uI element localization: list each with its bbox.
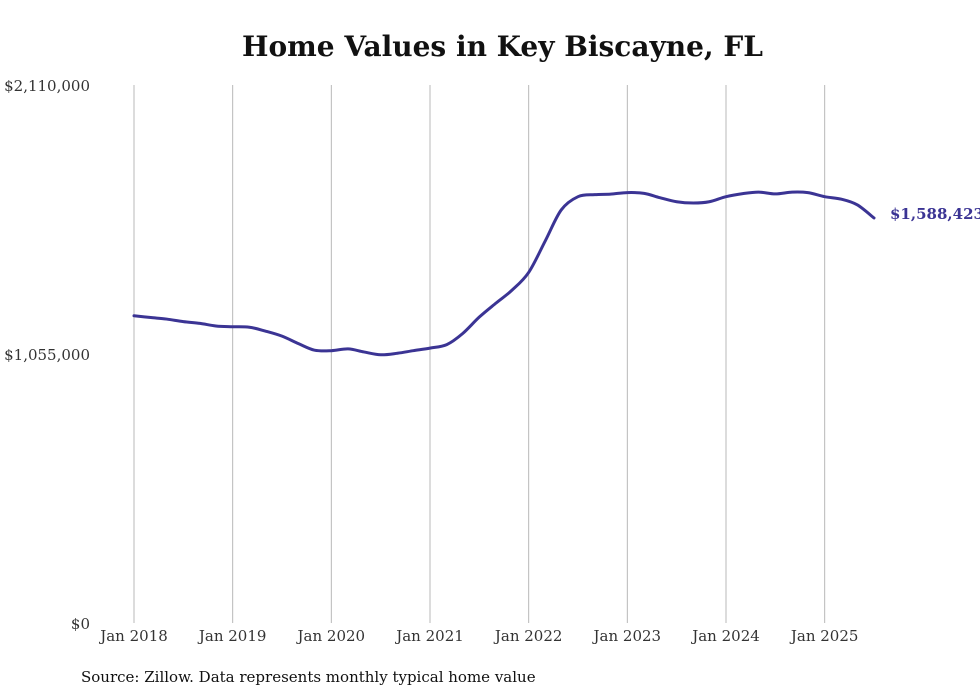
gridlines xyxy=(133,85,826,623)
series-layer: $1,588,423 xyxy=(132,190,980,357)
y-tick-label: $1,055,000 xyxy=(4,346,90,364)
series-line xyxy=(132,190,876,357)
series-end-label: $1,588,423 xyxy=(890,205,980,223)
x-tick-label: Jan 2020 xyxy=(296,627,366,645)
x-tick-label: Jan 2021 xyxy=(394,627,464,645)
chart-title: Home Values in Key Biscayne, FL xyxy=(242,30,763,63)
x-tick-label: Jan 2024 xyxy=(690,627,760,645)
y-axis-ticks: $0 $1,055,000 $2,110,000 xyxy=(4,77,90,633)
x-tick-label: Jan 2019 xyxy=(197,627,267,645)
source-note: Source: Zillow. Data represents monthly … xyxy=(81,668,536,686)
x-tick-label: Jan 2018 xyxy=(98,627,168,645)
y-tick-label: $0 xyxy=(71,615,90,633)
x-tick-label: Jan 2025 xyxy=(789,627,859,645)
x-axis-ticks: Jan 2018 Jan 2019 Jan 2020 Jan 2021 Jan 2022… xyxy=(98,627,858,645)
x-tick-label: Jan 2022 xyxy=(493,627,563,645)
y-tick-label: $2,110,000 xyxy=(4,77,90,95)
x-tick-label: Jan 2023 xyxy=(592,627,662,645)
